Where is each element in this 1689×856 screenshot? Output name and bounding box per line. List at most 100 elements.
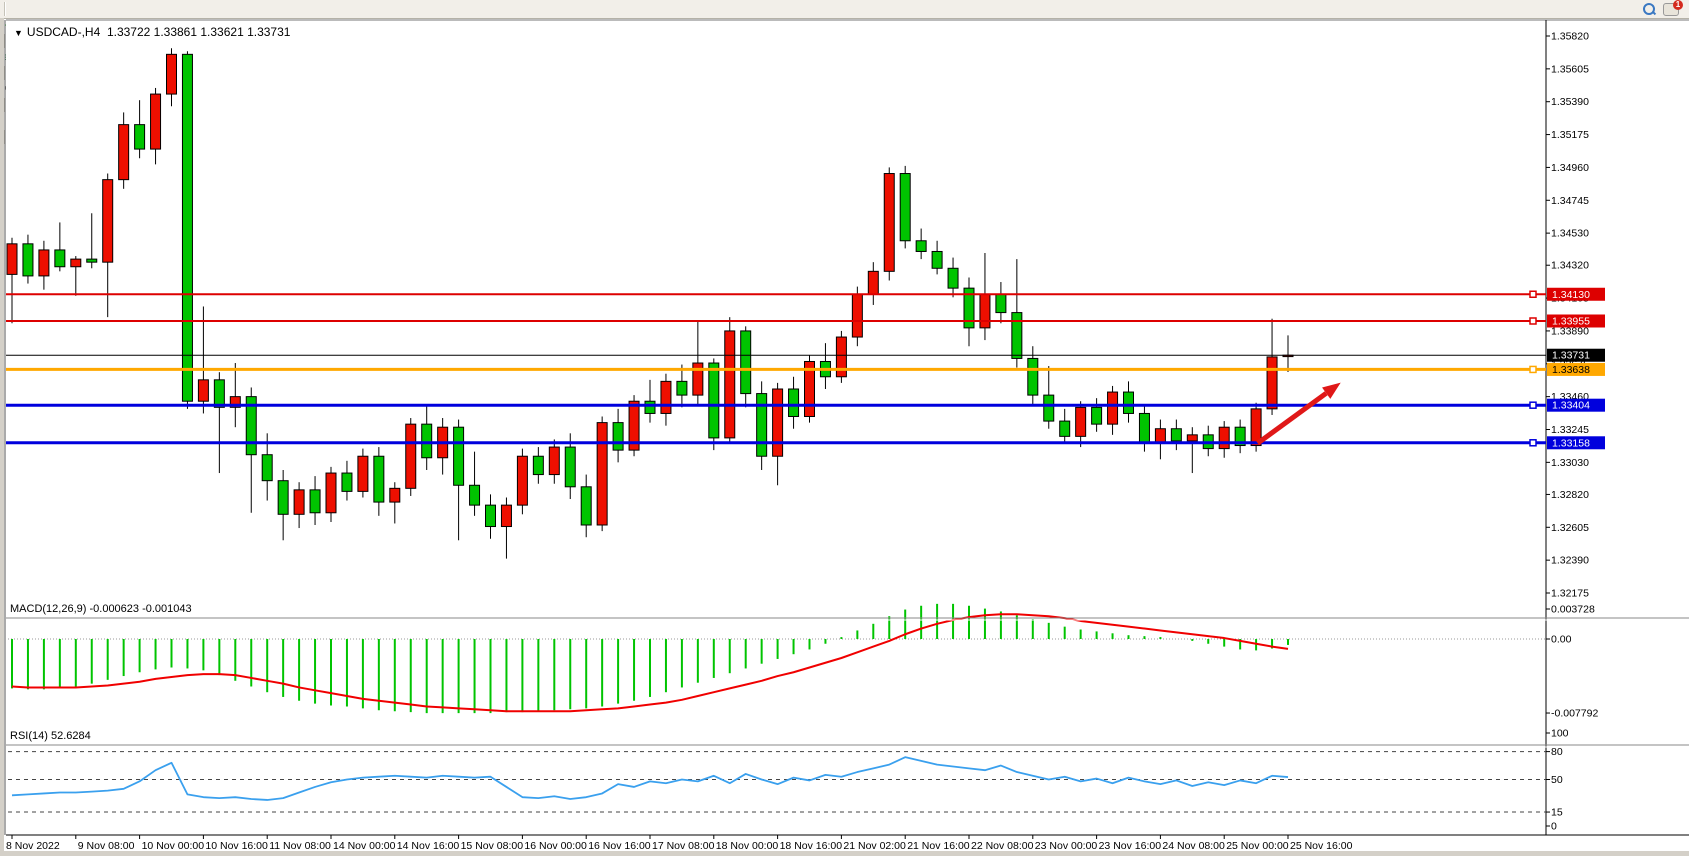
candle [405,418,417,496]
candle [118,112,130,189]
price-tick-label: 1.35605 [1551,63,1589,75]
candle [756,381,768,470]
price-tick-label: 1.35175 [1551,129,1589,141]
chart-shift-icon: ┾ [18,0,25,1]
status-strip [0,851,1689,856]
toolbar-right: 1 [1643,0,1689,16]
candle [469,451,481,516]
svg-text:1.33638: 1.33638 [1552,364,1590,376]
candle [166,48,177,107]
candle [788,376,800,429]
candle [1027,346,1039,405]
candle [389,482,401,524]
candle [485,494,496,539]
chart-collapse-button[interactable]: ▼ [14,28,23,38]
time-axis-label: 23 Nov 16:00 [1099,840,1162,852]
candle [851,286,863,347]
time-axis-label: 22 Nov 08:00 [971,840,1034,852]
search-handle [1651,10,1657,16]
price-tick-label: 1.32175 [1551,588,1589,600]
rsi-scale-label: 100 [1551,728,1569,740]
candle [516,448,528,515]
auto-scroll-icon: ▸ [4,0,10,1]
candle [309,476,321,525]
candles-layer [6,48,1294,559]
price-tick-label: 1.35820 [1551,31,1589,43]
notification-badge: 1 [1673,0,1683,10]
candle [947,257,959,298]
hline-handle[interactable] [1529,401,1537,409]
window-left-edge [0,18,4,856]
candle [102,173,114,318]
macd-scale-label: 0.003728 [1551,604,1595,616]
candle [883,167,895,281]
candle [22,234,34,284]
candle [1107,385,1119,435]
candle [373,447,385,516]
candle [692,320,704,405]
candle [740,326,752,408]
chart-symbol-period: USDCAD-,H4 [26,25,101,39]
candle [38,240,50,290]
time-axis-label: 25 Nov 00:00 [1226,840,1289,852]
auto-scroll-button[interactable]: ▸ [0,0,14,1]
candle [1266,318,1278,415]
time-axis-label: 10 Nov 16:00 [205,840,268,852]
candle [357,448,369,498]
time-axis-label: 11 Nov 08:00 [269,840,331,852]
time-axis-label: 18 Nov 00:00 [716,840,779,852]
rsi-scale-label: 80 [1551,746,1563,758]
candle [213,372,225,474]
price-tick-label: 1.33245 [1551,424,1589,436]
candle [1234,419,1246,454]
rsi-line [11,756,1289,801]
candle [804,355,815,423]
chart-shift-button[interactable]: ┾ [14,0,29,1]
search-icon[interactable] [1643,3,1657,16]
price-tick-label: 1.32390 [1551,555,1589,567]
hline-handle[interactable] [1529,365,1537,374]
candle [453,419,465,541]
candle [421,405,433,470]
time-axis-label: 8 Nov 2022 [6,840,60,852]
chart-ohlc-values: 1.33722 1.33861 1.33621 1.33731 [106,25,291,39]
price-badge: 1.34130 [1547,287,1605,301]
toolbar-separator [4,2,6,16]
candle [772,382,784,486]
macd-scale-label: -0.007792 [1551,708,1598,720]
candle [612,408,624,463]
time-axis-label: 14 Nov 00:00 [333,840,396,852]
candle [724,317,736,445]
candle [341,460,353,501]
chart-canvas: 1.35820 1.35605 1.35390 1.35175 1.34960 1.347… [0,18,1689,856]
price-tick-label: 1.32605 [1551,522,1589,534]
candle [899,165,911,249]
price-tick-label: 1.34960 [1551,162,1589,174]
time-axis-label: 16 Nov 16:00 [588,840,651,852]
rsi-scale-label: 50 [1551,774,1563,786]
price-tick-label: 1.34745 [1551,195,1589,207]
time-axis-label: 21 Nov 02:00 [843,840,906,852]
candle [1075,401,1087,448]
svg-text:1.34130: 1.34130 [1552,289,1590,301]
svg-text:1.33404: 1.33404 [1552,400,1590,412]
hline-handle[interactable] [1529,290,1537,299]
candle [277,469,289,541]
price-tick-label: 1.35390 [1551,96,1589,108]
candle [596,416,608,532]
candle [70,256,82,296]
candle [548,439,560,484]
price-tick-label: 1.34530 [1551,228,1589,240]
time-axis-label: 15 Nov 08:00 [461,840,524,852]
macd-scale-label: 0.00 [1551,634,1572,646]
notifications-icon[interactable]: 1 [1663,0,1683,16]
candle [580,474,592,538]
candle [915,228,927,260]
candle [86,213,98,269]
candle [181,51,193,409]
candle [134,100,146,159]
hline-handle[interactable] [1529,317,1537,325]
hline-handle[interactable] [1529,439,1537,447]
time-axis-label: 14 Nov 16:00 [397,840,460,852]
trend-arrow-annotation[interactable] [1256,382,1341,446]
